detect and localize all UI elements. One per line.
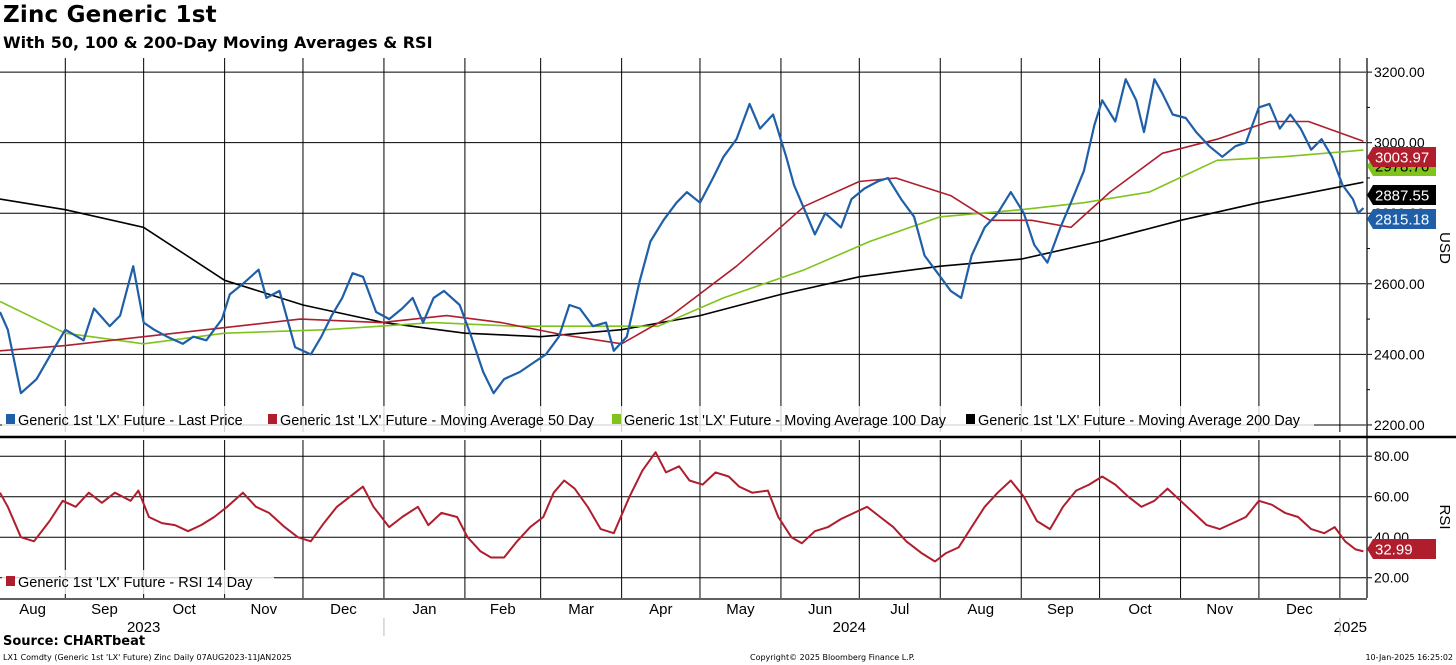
series-line-ma200 [0,181,1364,338]
last-value-tag-price: 2815.18 [1367,209,1436,229]
series-line-rsi [0,451,1364,563]
last-value-tag-rsi: 32.99 [1367,539,1436,559]
legend-swatch [612,414,621,424]
tag-shape [1367,209,1436,229]
x-tick-label-month: Apr [649,601,672,618]
x-tick-label-year: 2023 [127,619,160,636]
x-tick-label-year: 2025 [1334,619,1367,636]
x-tick-label-month: Aug [967,601,994,618]
x-tick-label-month: Nov [250,601,277,618]
footer-ticker-info: LX1 Comdty (Generic 1st 'LX' Future) Zin… [3,653,292,662]
legend-item-price: Generic 1st 'LX' Future - Last Price [6,413,243,429]
x-tick-label-month: Jun [808,601,832,618]
x-tick-label-month: Aug [19,601,46,618]
legend-item-ma50: Generic 1st 'LX' Future - Moving Average… [268,413,595,429]
legend-label: Generic 1st 'LX' Future - Moving Average… [978,413,1301,429]
x-tick-label-month: Sep [1047,601,1074,618]
y-tick-label-main: 3000.00 [1374,135,1425,151]
x-tick-label-month: Jan [412,601,436,618]
legend-swatch [6,576,15,586]
x-tick-label-month: Oct [1128,601,1152,618]
legend-item-rsi: Generic 1st 'LX' Future - RSI 14 Day [6,575,253,591]
last-value-tag-ma50: 3003.97 [1367,147,1436,167]
legend-label: Generic 1st 'LX' Future - RSI 14 Day [18,575,253,591]
legend-swatch [6,414,15,424]
y-tick-label-main: 2200.00 [1374,417,1425,433]
tag-value: 32.99 [1375,542,1413,559]
grid-layer [0,58,1366,598]
chart-title: Zinc Generic 1st [3,2,217,28]
legend-swatch [268,414,277,424]
tag-shape [1367,147,1436,167]
x-tick-label-month: Jul [890,601,909,618]
footer-timestamp: 10-Jan-2025 16:25:02 [1365,653,1453,662]
legend-label: Generic 1st 'LX' Future - Last Price [18,413,243,429]
x-tick-label-month: Dec [1286,601,1313,618]
legend-background-main [2,406,1314,432]
tag-value: 2887.55 [1375,188,1429,205]
last-value-tag-ma200: 2887.55 [1367,185,1436,205]
y-tick-label-rsi: 20.00 [1374,570,1409,586]
y-tick-label-rsi: 80.00 [1374,448,1409,464]
tag-value: 3003.97 [1375,150,1429,167]
legend-layer: Generic 1st 'LX' Future - Last Price Gene… [2,406,1314,594]
x-tick-label-month: Mar [568,601,594,618]
legend-label: Generic 1st 'LX' Future - Moving Average… [624,413,947,429]
y-tick-label-rsi: 60.00 [1374,489,1409,505]
tag-shape [1367,539,1436,559]
chart-subtitle: With 50, 100 & 200-Day Moving Averages &… [3,33,433,52]
y-tick-label-main: 3200.00 [1374,64,1425,80]
series-line-price [0,78,1365,395]
legend-item-ma100: Generic 1st 'LX' Future - Moving Average… [612,413,947,429]
legend-background-rsi [2,570,274,594]
y-axis-title-rsi: RSI [1436,504,1453,529]
x-tick-label-year: 2024 [833,619,866,636]
tag-shape [1367,185,1436,205]
footer-copyright: Copyright© 2025 Bloomberg Finance L.P. [750,653,915,662]
x-tick-label-month: Feb [490,601,516,618]
series-line-ma50 [0,120,1364,352]
legend-label: Generic 1st 'LX' Future - Moving Average… [280,413,595,429]
y-tick-label-main: 2400.00 [1374,346,1425,362]
series-line-ma100 [0,149,1364,345]
y-axis-title-main: USD [1436,232,1453,264]
x-tick-label-month: May [726,601,755,618]
x-tick-label-month: Oct [172,601,196,618]
x-tick-label-month: Nov [1206,601,1233,618]
series-layer [0,78,1365,563]
x-tick-label-month: Dec [330,601,357,618]
y-tick-label-main: 2600.00 [1374,276,1425,292]
legend-swatch [966,414,975,424]
tag-value: 2815.18 [1375,212,1429,229]
legend-item-ma200: Generic 1st 'LX' Future - Moving Average… [966,413,1301,429]
x-tick-label-month: Sep [91,601,118,618]
source-note: Source: CHARTbeat [3,634,146,649]
